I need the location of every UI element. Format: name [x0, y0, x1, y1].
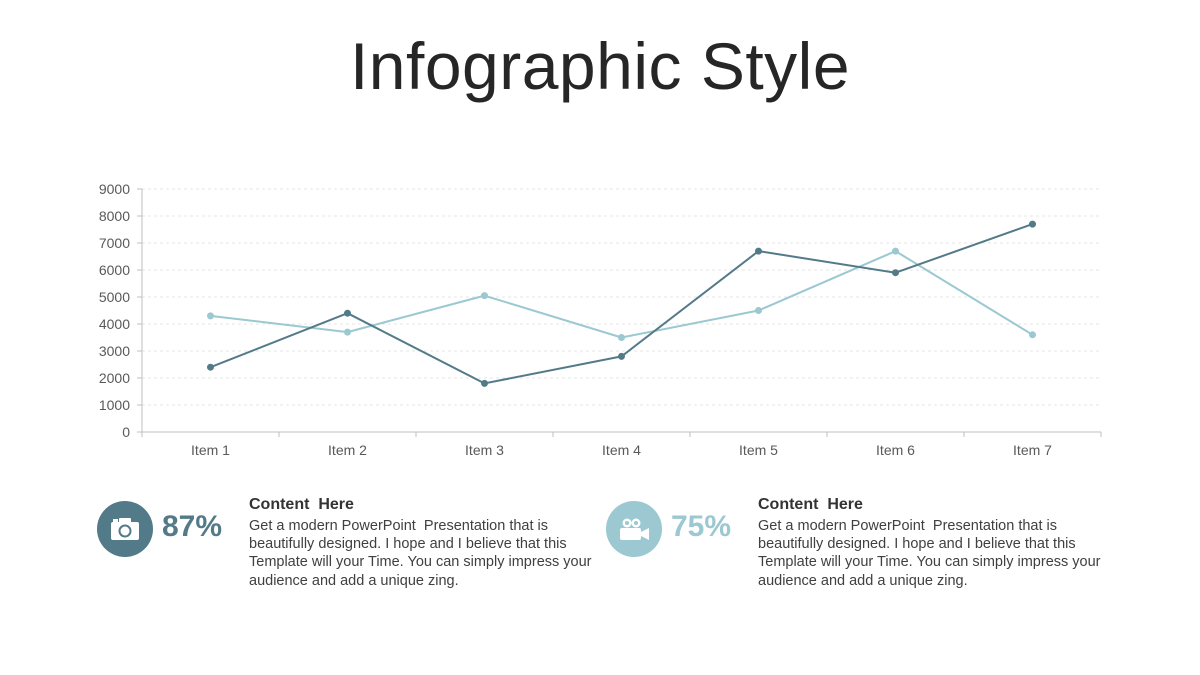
x-tick-label: Item 3: [465, 442, 504, 458]
percent-value: 87%: [162, 510, 223, 543]
x-tick-label: Item 4: [602, 442, 641, 458]
y-tick-label: 8000: [99, 208, 130, 224]
data-point: [892, 269, 899, 277]
y-tick-label: 5000: [99, 289, 130, 305]
card-heading: Content Here: [249, 496, 354, 513]
data-point: [207, 312, 214, 320]
y-tick-label: 2000: [99, 370, 130, 386]
x-tick-label: Item 7: [1013, 442, 1052, 458]
card-text: Get a modern PowerPoint Presentation tha…: [758, 518, 1101, 589]
y-tick-label: 7000: [99, 235, 130, 251]
data-point: [618, 352, 625, 360]
card-heading: Content Here: [758, 496, 863, 513]
data-point: [755, 247, 762, 255]
data-point: [207, 363, 214, 371]
y-tick-label: 9000: [99, 181, 130, 197]
x-tick-label: Item 5: [739, 442, 778, 458]
slide-title: Infographic Style: [349, 29, 851, 103]
video-camera-icon: [620, 518, 649, 540]
data-point: [481, 379, 488, 387]
data-point: [755, 307, 762, 314]
y-tick-label: 4000: [99, 316, 130, 332]
y-tick-label: 1000: [99, 397, 130, 413]
data-point: [481, 292, 488, 300]
percent-value: 75%: [671, 510, 732, 543]
camera-icon: [111, 518, 139, 540]
y-tick-label: 6000: [99, 262, 130, 278]
x-tick-label: Item 1: [191, 442, 230, 458]
line-chart: 0 1000 2000 3000 4000 5000 6000 7000 8000 9000 Ite…: [99, 181, 1102, 458]
y-tick-label: 0: [122, 424, 130, 440]
camera-icon-circle: [97, 501, 153, 557]
video-camera-icon-circle: [606, 501, 662, 557]
x-tick-label: Item 6: [876, 442, 915, 458]
data-point: [1029, 220, 1036, 228]
card-text: Get a modern PowerPoint Presentation tha…: [249, 518, 592, 589]
data-point: [1029, 331, 1036, 339]
data-point: [618, 334, 625, 341]
data-point: [344, 328, 351, 336]
data-point: [344, 309, 351, 317]
data-point: [892, 247, 899, 255]
y-tick-label: 3000: [99, 343, 130, 359]
x-tick-label: Item 2: [328, 442, 367, 458]
series-line-1: [210, 250, 1034, 339]
